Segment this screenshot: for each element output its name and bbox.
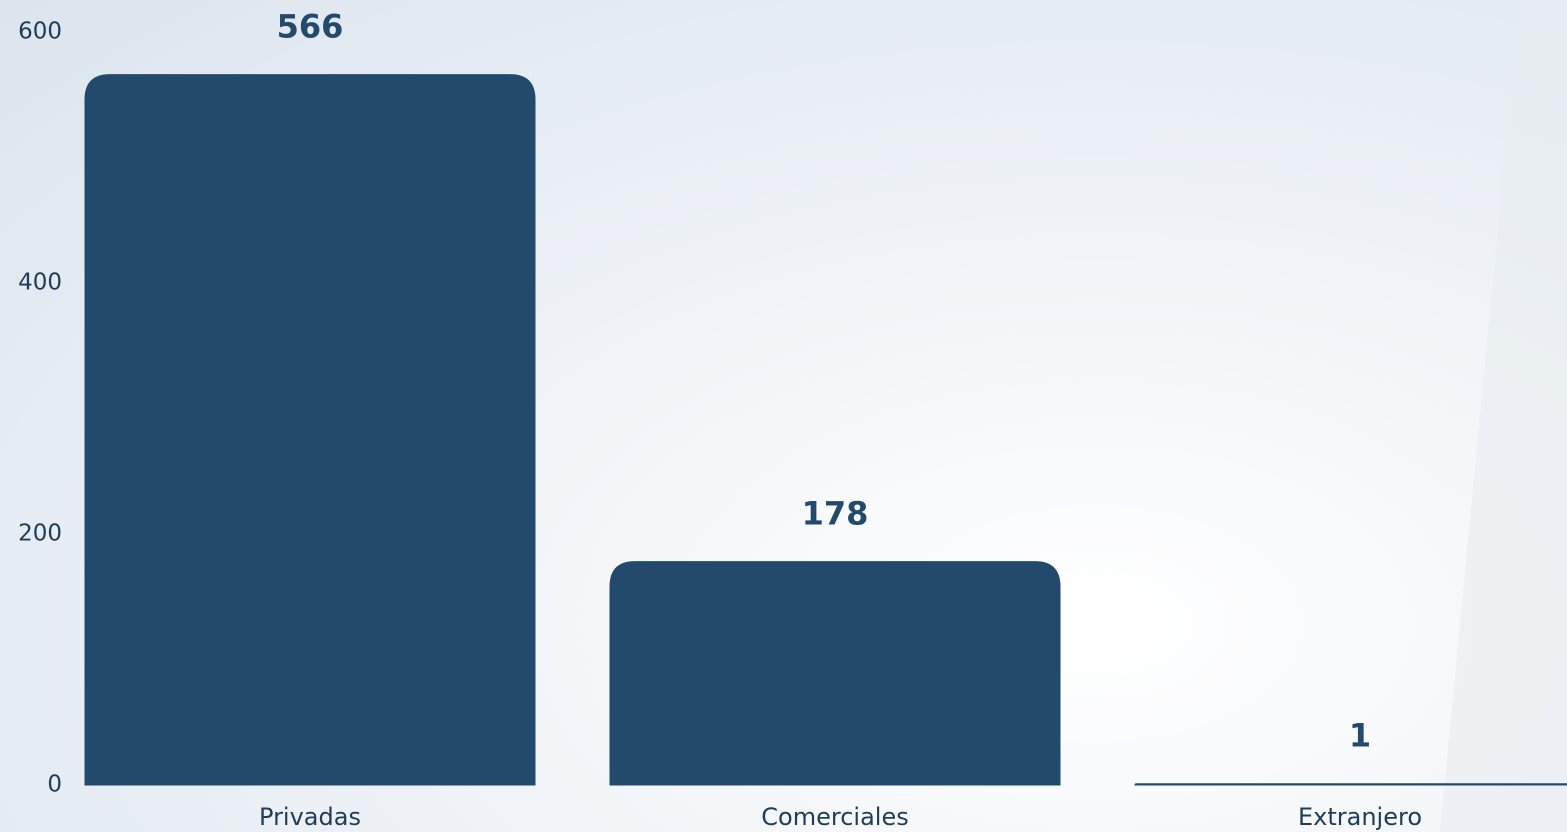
x-tick-label: Privadas (259, 803, 361, 831)
bar (610, 562, 1060, 785)
value-label: 1 (1349, 717, 1371, 755)
value-label: 178 (802, 495, 869, 533)
wing-decoration (1440, 0, 1567, 832)
y-tick-label: 400 (18, 270, 62, 296)
y-tick-label: 600 (18, 19, 62, 45)
y-tick-label: 0 (47, 772, 62, 798)
y-tick-label: 200 (18, 521, 62, 547)
page: 0 200 400 600 Privadas 566 Comerciales 178 Extra… (0, 0, 1567, 832)
bar (85, 75, 535, 785)
chart: 0 200 400 600 Privadas 566 Comerciales 178 Extra… (0, 0, 1567, 832)
x-tick-label: Extranjero (1298, 803, 1422, 831)
value-label: 566 (277, 8, 344, 46)
x-tick-label: Comerciales (761, 803, 908, 831)
bar (1135, 784, 1567, 785)
